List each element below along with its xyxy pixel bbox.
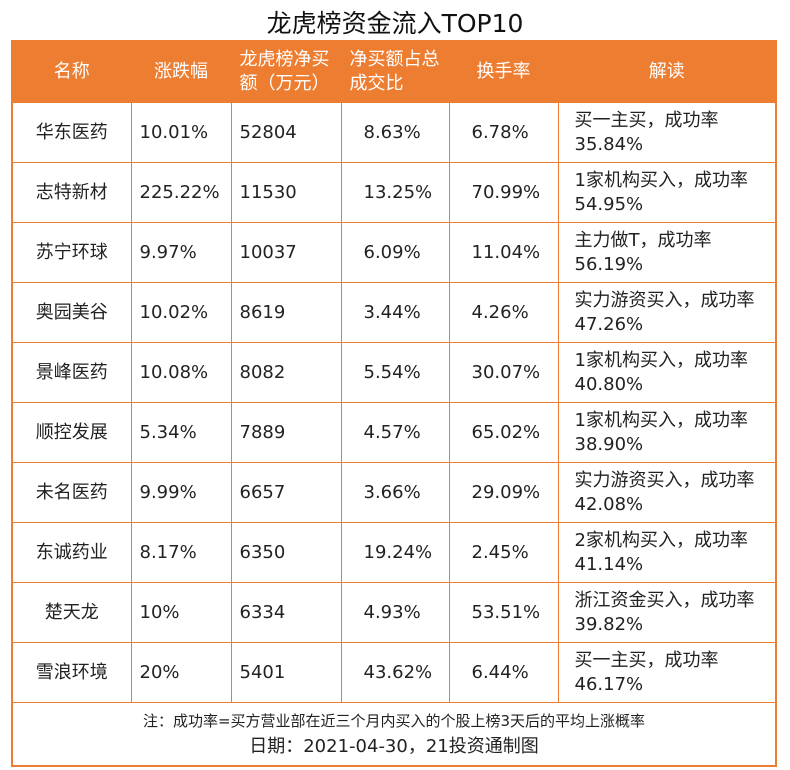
- table-cell: 实力游资买入，成功率47.26%: [557, 282, 777, 343]
- column-header: 解读: [557, 40, 777, 103]
- table-cell: 19.24%: [340, 522, 450, 583]
- table-cell: 30.07%: [448, 342, 559, 403]
- table-cell: 1家机构买入，成功率40.80%: [557, 342, 777, 403]
- table-cell: 3.66%: [340, 462, 450, 523]
- table-cell: 11530: [230, 162, 342, 223]
- table-cell: 6.09%: [340, 222, 450, 283]
- table-cell: 2.45%: [448, 522, 559, 583]
- table-cell: 苏宁环球: [11, 222, 132, 283]
- table-row: 苏宁环球 9.97% 10037 6.09% 11.04% 主力做T，成功率56.19%: [11, 222, 777, 283]
- table-row: 奥园美谷 10.02% 8619 3.44% 4.26% 实力游资买入，成功率47.26%: [11, 282, 777, 343]
- table-cell: 6350: [230, 522, 342, 583]
- table-cell: 10%: [130, 582, 232, 643]
- table-cell: 10.02%: [130, 282, 232, 343]
- column-header: 名称: [11, 40, 132, 103]
- table-cell: 4.93%: [340, 582, 450, 643]
- table-header-row: 名称 涨跌幅 龙虎榜净买额（万元） 净买额占总成交比 换手率 解读: [11, 40, 777, 103]
- table-cell: 20%: [130, 642, 232, 703]
- data-table: 名称 涨跌幅 龙虎榜净买额（万元） 净买额占总成交比 换手率 解读 华东医药 10.01% 5…: [11, 40, 777, 767]
- table-cell: 1家机构买入，成功率54.95%: [557, 162, 777, 223]
- footer-row: 注：成功率=买方营业部在近三个月内买入的个股上榜3天后的平均上涨概率 日期：20…: [11, 702, 777, 767]
- table-cell: 7889: [230, 402, 342, 463]
- table-cell: 志特新材: [11, 162, 132, 223]
- table-cell: 65.02%: [448, 402, 559, 463]
- table-cell: 雪浪环境: [11, 642, 132, 703]
- table-row: 东诚药业 8.17% 6350 19.24% 2.45% 2家机构买入，成功率41.14%: [11, 522, 777, 583]
- table-cell: 8.17%: [130, 522, 232, 583]
- table-cell: 实力游资买入，成功率42.08%: [557, 462, 777, 523]
- table-cell: 52804: [230, 102, 342, 163]
- table-cell: 5.54%: [340, 342, 450, 403]
- table-row: 华东医药 10.01% 52804 8.63% 6.78% 买一主买，成功率35.84%: [11, 102, 777, 163]
- footnote: 注：成功率=买方营业部在近三个月内买入的个股上榜3天后的平均上涨概率: [142, 712, 646, 730]
- table-cell: 9.97%: [130, 222, 232, 283]
- table-cell: 买一主买，成功率35.84%: [557, 102, 777, 163]
- table-cell: 8.63%: [340, 102, 450, 163]
- table-cell: 53.51%: [448, 582, 559, 643]
- table-cell: 43.62%: [340, 642, 450, 703]
- table-cell: 3.44%: [340, 282, 450, 343]
- table-cell: 景峰医药: [11, 342, 132, 403]
- table-cell: 主力做T，成功率56.19%: [557, 222, 777, 283]
- table-row: 景峰医药 10.08% 8082 5.54% 30.07% 1家机构买入，成功率40.80…: [11, 342, 777, 403]
- table-cell: 225.22%: [130, 162, 232, 223]
- table-cell: 6657: [230, 462, 342, 523]
- table-cell: 6334: [230, 582, 342, 643]
- table-cell: 1家机构买入，成功率38.90%: [557, 402, 777, 463]
- table-cell: 70.99%: [448, 162, 559, 223]
- table-cell: 东诚药业: [11, 522, 132, 583]
- table-cell: 奥园美谷: [11, 282, 132, 343]
- table-cell: 6.44%: [448, 642, 559, 703]
- table-row: 志特新材 225.22% 11530 13.25% 70.99% 1家机构买入，成功率54…: [11, 162, 777, 223]
- table-row: 顺控发展 5.34% 7889 4.57% 65.02% 1家机构买入，成功率38.90%: [11, 402, 777, 463]
- footer-cell: 注：成功率=买方营业部在近三个月内买入的个股上榜3天后的平均上涨概率 日期：20…: [11, 702, 777, 767]
- column-header: 净买额占总成交比: [340, 40, 450, 103]
- table-cell: 13.25%: [340, 162, 450, 223]
- table-cell: 9.99%: [130, 462, 232, 523]
- table-cell: 华东医药: [11, 102, 132, 163]
- table-cell: 买一主买，成功率46.17%: [557, 642, 777, 703]
- table-cell: 未名医药: [11, 462, 132, 523]
- table-cell: 29.09%: [448, 462, 559, 523]
- table-cell: 2家机构买入，成功率41.14%: [557, 522, 777, 583]
- table-cell: 4.57%: [340, 402, 450, 463]
- table-cell: 10.08%: [130, 342, 232, 403]
- table-cell: 10037: [230, 222, 342, 283]
- table-cell: 5.34%: [130, 402, 232, 463]
- table-cell: 4.26%: [448, 282, 559, 343]
- source-line: 日期：2021-04-30，21投资通制图: [249, 736, 539, 757]
- column-header: 换手率: [448, 40, 559, 103]
- chart-title: 龙虎榜资金流入TOP10: [266, 9, 524, 38]
- table-cell: 5401: [230, 642, 342, 703]
- table-row: 未名医药 9.99% 6657 3.66% 29.09% 实力游资买入，成功率42.08%: [11, 462, 777, 523]
- table-cell: 楚天龙: [11, 582, 132, 643]
- column-header: 龙虎榜净买额（万元）: [230, 40, 342, 103]
- table-cell: 10.01%: [130, 102, 232, 163]
- table-cell: 8082: [230, 342, 342, 403]
- table-cell: 顺控发展: [11, 402, 132, 463]
- table-cell: 浙江资金买入，成功率39.82%: [557, 582, 777, 643]
- table-cell: 8619: [230, 282, 342, 343]
- table-row: 雪浪环境 20% 5401 43.62% 6.44% 买一主买，成功率46.17%: [11, 642, 777, 703]
- table-cell: 6.78%: [448, 102, 559, 163]
- column-header: 涨跌幅: [130, 40, 232, 103]
- table-row: 楚天龙 10% 6334 4.93% 53.51% 浙江资金买入，成功率39.82%: [11, 582, 777, 643]
- table-cell: 11.04%: [448, 222, 559, 283]
